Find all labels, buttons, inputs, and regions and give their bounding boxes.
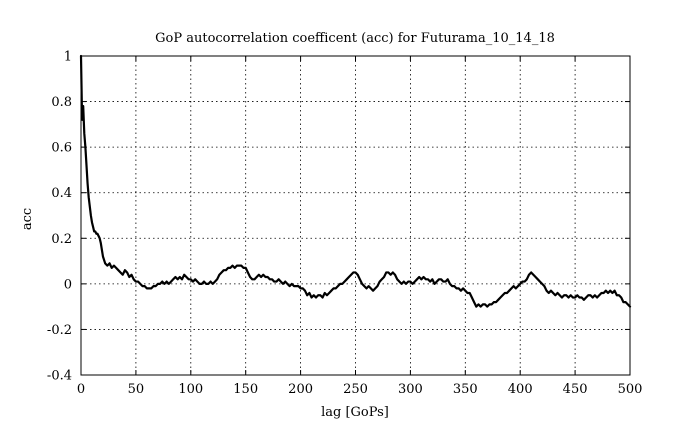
x-axis-label: lag [GoPs] (321, 405, 389, 420)
x-tick-label: 350 (453, 382, 478, 397)
x-tick-label: 500 (618, 382, 643, 397)
x-tick-label: 400 (508, 382, 533, 397)
x-tick-label: 100 (178, 382, 203, 397)
y-tick-label: -0.4 (47, 369, 72, 384)
chart-title: GoP autocorrelation coefficent (acc) for… (155, 31, 555, 46)
x-tick-label: 50 (128, 382, 145, 397)
x-tick-label: 150 (233, 382, 258, 397)
y-tick-label: 0.8 (51, 95, 72, 110)
x-tick-label: 450 (563, 382, 588, 397)
x-tick-label: 300 (398, 382, 423, 397)
y-tick-label: 0 (64, 277, 72, 292)
axis-ticks: 0 50 100 150 200 250 300 350 400 450 500 -0.4 -0.2 0 0… (47, 50, 642, 398)
acc-series-line (79, 54, 632, 308)
y-tick-label: 1 (64, 50, 72, 65)
x-tick-label: 200 (288, 382, 313, 397)
x-tick-label: 0 (77, 382, 85, 397)
y-tick-label: -0.2 (47, 323, 72, 338)
x-tick-label: 250 (343, 382, 368, 397)
grid (81, 56, 630, 375)
y-axis-label: acc (20, 208, 35, 230)
series-layer (79, 54, 632, 308)
y-tick-label: 0.6 (51, 141, 72, 156)
y-tick-label: 0.4 (51, 186, 72, 201)
y-tick-label: 0.2 (51, 232, 72, 247)
